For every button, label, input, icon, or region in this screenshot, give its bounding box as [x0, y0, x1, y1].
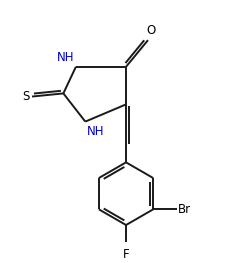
- Text: NH: NH: [87, 125, 104, 138]
- Text: S: S: [22, 90, 30, 103]
- Text: NH: NH: [57, 51, 74, 64]
- Text: F: F: [123, 248, 129, 261]
- Text: O: O: [146, 24, 156, 37]
- Text: Br: Br: [178, 203, 191, 216]
